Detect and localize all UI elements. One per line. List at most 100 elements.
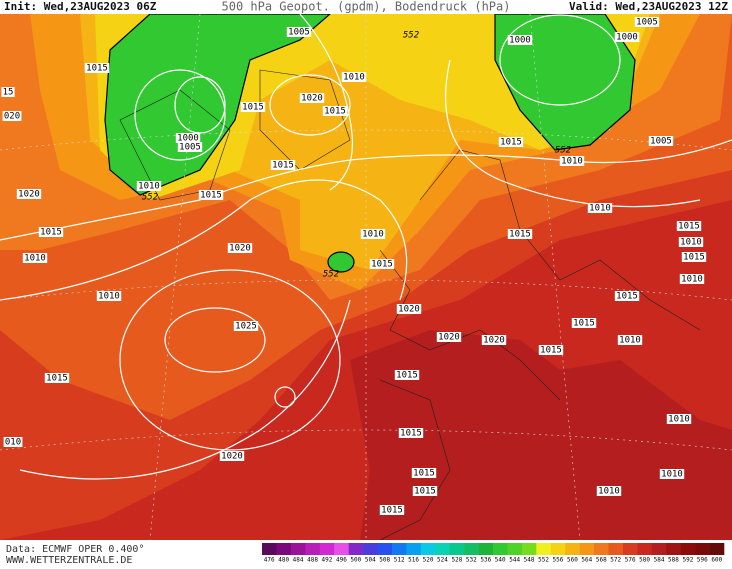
label-box [227, 243, 253, 253]
isobar-label: 15 [3, 88, 14, 98]
isobar-label: 1010 [24, 254, 46, 264]
label-box [240, 102, 266, 112]
isobar-label: 1015 [242, 103, 264, 113]
label-box [44, 373, 70, 383]
color-swatch [363, 543, 378, 555]
color-swatch [377, 543, 393, 555]
isobar-label: 1020 [229, 244, 251, 254]
color-scale-label: 556 [553, 557, 564, 564]
label-box [634, 17, 660, 27]
label-box [571, 318, 597, 328]
color-swatch [391, 543, 407, 555]
color-scale-label: 560 [567, 557, 578, 564]
label-box [175, 133, 201, 143]
color-swatch [348, 543, 364, 555]
color-scale-label: 576 [625, 557, 636, 564]
label-box [678, 237, 704, 247]
color-scale-label: 540 [495, 557, 506, 564]
color-swatch [680, 543, 696, 555]
label-box [360, 229, 386, 239]
label-box [369, 259, 395, 269]
label-box [219, 451, 245, 461]
label-box [341, 72, 367, 82]
isobar-label: 1010 [589, 204, 611, 214]
isobar-label: 1015 [324, 107, 346, 117]
label-box [286, 27, 312, 37]
color-swatch [709, 543, 725, 555]
isobar-label: 1010 [680, 238, 702, 248]
isobar-label: 1010 [98, 292, 120, 302]
website: WWW.WETTERZENTRALE.DE [6, 555, 132, 565]
color-swatch [507, 543, 523, 555]
init-time: Init: Wed,23AUG2023 06Z [4, 0, 157, 13]
map-title: 500 hPa Geopot. (gpdm), Bodendruck (hPa) [222, 0, 511, 14]
color-scale-label: 568 [596, 557, 607, 564]
color-scale-label: 592 [682, 557, 693, 564]
isobar-label: 1010 [362, 230, 384, 240]
color-swatch [464, 543, 479, 555]
color-scale-label: 500 [350, 557, 361, 564]
color-swatch [493, 543, 508, 555]
color-scale-label: 528 [451, 557, 462, 564]
isobar-label: 1015 [413, 469, 435, 479]
color-scale-label: 580 [639, 557, 650, 564]
color-swatch [666, 543, 681, 555]
color-scale-label: 496 [336, 557, 347, 564]
label-box [299, 93, 325, 103]
label-box [498, 137, 524, 147]
label-box [394, 370, 420, 380]
color-scale-label: 508 [379, 557, 390, 564]
label-box [84, 63, 110, 73]
isobar-label: 1020 [438, 333, 460, 343]
isobar-label: 1005 [179, 143, 201, 153]
color-scale-label: 600 [711, 557, 722, 564]
isobar-label: 1015 [400, 429, 422, 439]
isobar-label: 1015 [381, 506, 403, 516]
label-box [666, 414, 692, 424]
isobar-label: 1015 [200, 191, 222, 201]
isobar-label: 1020 [301, 94, 323, 104]
label-box [481, 335, 507, 345]
color-swatch [594, 543, 609, 555]
isobar-label: 1015 [500, 138, 522, 148]
label-box [436, 332, 462, 342]
color-scale-label: 536 [480, 557, 491, 564]
color-scale: 476 480 484 488 492 496 500 504 508 512 516 520 524 5… [262, 543, 725, 564]
label-box [679, 274, 705, 284]
isobar-label: 1010 [138, 182, 160, 192]
isobar-label: 1015 [86, 64, 108, 74]
isobar-label: 1010 [619, 336, 641, 346]
color-scale-label: 532 [466, 557, 477, 564]
label-box [587, 203, 613, 213]
color-swatch [622, 543, 638, 555]
isobar-label: 020 [4, 112, 20, 122]
color-scale-label: 484 [293, 557, 304, 564]
height-contour-label: 552 [323, 270, 339, 280]
isobar-label: 1010 [598, 487, 620, 497]
isobar-label: 1010 [661, 470, 683, 480]
color-scale-label: 548 [524, 557, 535, 564]
isobar-label: 1015 [573, 319, 595, 329]
isobar-label: 1015 [683, 253, 705, 263]
data-source: Data: ECMWF OPER 0.400° [6, 544, 144, 555]
label-box [270, 160, 296, 170]
valid-time: Valid: Wed,23AUG2023 12Z [569, 0, 728, 13]
isobar-label: 1025 [235, 322, 257, 332]
isobar-label: 1010 [343, 73, 365, 83]
isobar-label: 1015 [371, 260, 393, 270]
label-box [559, 156, 585, 166]
color-scale-label: 480 [278, 557, 289, 564]
label-box [2, 111, 22, 121]
color-scale-label: 512 [394, 557, 405, 564]
color-swatch [319, 543, 335, 555]
isobar-label: 1000 [177, 134, 199, 144]
isobar-label: 1020 [398, 305, 420, 315]
height-contour-label: 552 [142, 193, 158, 203]
label-box [659, 469, 685, 479]
color-scale-label: 492 [322, 557, 333, 564]
isobar-label: 1005 [288, 28, 310, 38]
label-box [398, 428, 424, 438]
label-box [538, 345, 564, 355]
color-scale-label: 476 [264, 557, 275, 564]
color-scale-label: 544 [509, 557, 520, 564]
